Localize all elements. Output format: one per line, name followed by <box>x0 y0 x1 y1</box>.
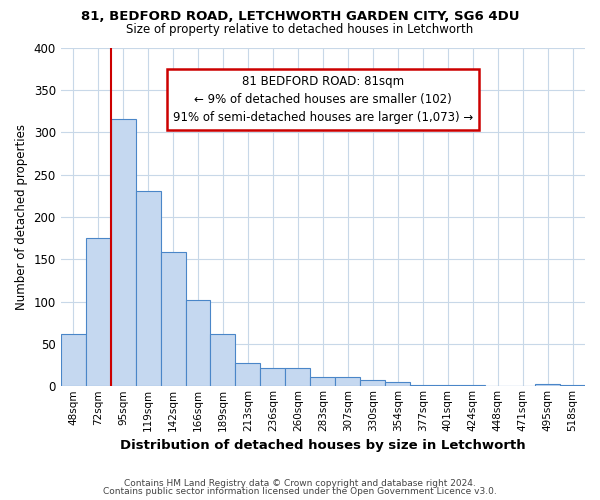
Bar <box>360 380 385 386</box>
Bar <box>235 364 260 386</box>
Text: Contains HM Land Registry data © Crown copyright and database right 2024.: Contains HM Land Registry data © Crown c… <box>124 478 476 488</box>
Bar <box>335 377 360 386</box>
Bar <box>286 368 310 386</box>
Text: Size of property relative to detached houses in Letchworth: Size of property relative to detached ho… <box>127 22 473 36</box>
Text: 81 BEDFORD ROAD: 81sqm
← 9% of detached houses are smaller (102)
91% of semi-det: 81 BEDFORD ROAD: 81sqm ← 9% of detached … <box>173 74 473 124</box>
Bar <box>310 377 335 386</box>
Bar <box>110 120 136 386</box>
Y-axis label: Number of detached properties: Number of detached properties <box>15 124 28 310</box>
Bar <box>385 382 410 386</box>
X-axis label: Distribution of detached houses by size in Letchworth: Distribution of detached houses by size … <box>120 440 526 452</box>
Bar <box>136 192 161 386</box>
Text: 81, BEDFORD ROAD, LETCHWORTH GARDEN CITY, SG6 4DU: 81, BEDFORD ROAD, LETCHWORTH GARDEN CITY… <box>81 10 519 23</box>
Bar <box>86 238 110 386</box>
Bar <box>410 384 435 386</box>
Bar <box>161 252 185 386</box>
Bar <box>61 334 86 386</box>
Bar <box>260 368 286 386</box>
Bar <box>211 334 235 386</box>
Text: Contains public sector information licensed under the Open Government Licence v3: Contains public sector information licen… <box>103 487 497 496</box>
Bar <box>185 300 211 386</box>
Bar <box>535 384 560 386</box>
